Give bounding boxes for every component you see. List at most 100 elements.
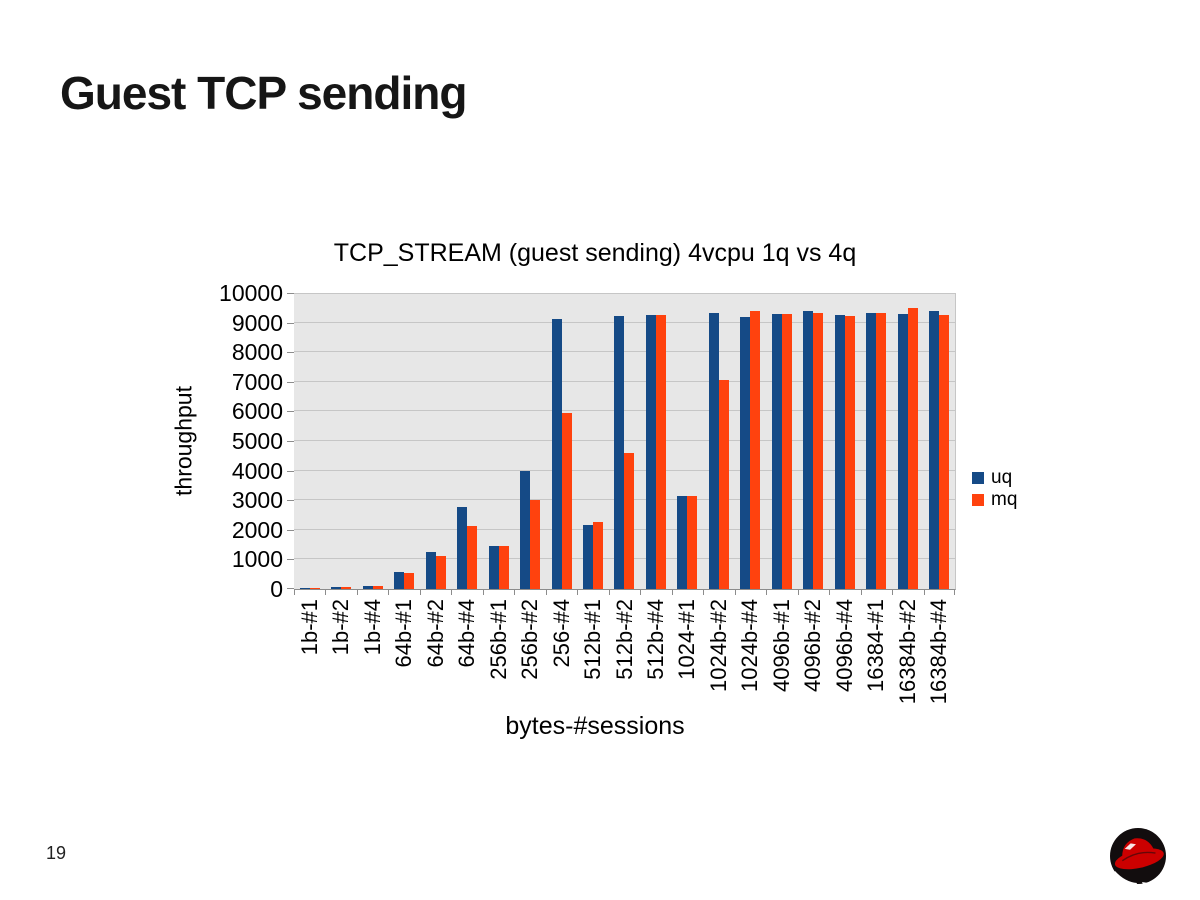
x-tick-mark-21 xyxy=(954,590,955,595)
x-tick-mark-11 xyxy=(640,590,642,595)
y-tick-mark-3000 xyxy=(287,500,294,502)
y-tick-label-0: 0 xyxy=(270,576,283,602)
bar-group-1b-#2 xyxy=(325,293,356,589)
x-tick-mark-16 xyxy=(797,590,799,595)
x-tick-label-4096b-#4: 4096b-#4 xyxy=(831,599,857,692)
bar-mq-1024b-#2 xyxy=(718,380,729,589)
bar-group-512b-#4 xyxy=(640,293,671,589)
bar-uq-64b-#2 xyxy=(425,552,436,589)
gridline-5000 xyxy=(294,440,955,441)
bar-mq-64b-#2 xyxy=(435,556,446,589)
bar-uq-256-#4 xyxy=(551,319,562,589)
bar-group-512b-#1 xyxy=(577,293,608,589)
bar-group-256b-#1 xyxy=(483,293,514,589)
bar-group-4096b-#2 xyxy=(798,293,829,589)
x-tick-label-512b-#4: 512b-#4 xyxy=(642,599,668,680)
bar-group-4096b-#4 xyxy=(829,293,860,589)
bar-mq-1b-#2 xyxy=(341,587,352,589)
x-tick-label-4096b-#1: 4096b-#1 xyxy=(768,599,794,692)
bar-mq-64b-#4 xyxy=(467,526,478,589)
x-tick-label-256-#4: 256-#4 xyxy=(548,599,574,668)
tcp-stream-bar-chart: TCP_STREAM (guest sending) 4vcpu 1q vs 4… xyxy=(160,225,1030,745)
x-tick-mark-13 xyxy=(703,590,705,595)
y-tick-label-5000: 5000 xyxy=(231,428,283,454)
x-tick-label-1b-#2: 1b-#2 xyxy=(328,599,354,656)
bar-group-1024b-#4 xyxy=(735,293,766,589)
bar-group-16384b-#4 xyxy=(924,293,955,589)
bar-mq-256b-#1 xyxy=(498,546,509,589)
bar-uq-1024-#1 xyxy=(677,496,688,589)
gridline-6000 xyxy=(294,410,955,412)
x-tick-mark-19 xyxy=(892,590,894,595)
bar-group-4096b-#1 xyxy=(766,293,797,589)
x-tick-mark-8 xyxy=(545,590,547,595)
x-tick-mark-14 xyxy=(734,590,736,595)
bar-mq-1b-#1 xyxy=(309,588,320,589)
bar-mq-512b-#2 xyxy=(624,453,635,589)
x-tick-label-16384b-#2: 16384b-#2 xyxy=(894,599,920,705)
bar-mq-1b-#4 xyxy=(372,586,383,589)
x-tick-mark-7 xyxy=(514,590,516,595)
bar-group-1b-#4 xyxy=(357,293,388,589)
y-tick-label-1000: 1000 xyxy=(231,546,283,573)
bar-group-256b-#2 xyxy=(514,293,545,589)
bar-uq-16384b-#4 xyxy=(929,311,940,589)
logo-hat xyxy=(1114,838,1164,870)
y-tick-mark-5000 xyxy=(287,441,294,442)
x-tick-mark-2 xyxy=(356,590,358,595)
bar-uq-64b-#4 xyxy=(457,507,468,589)
bar-uq-512b-#1 xyxy=(583,525,594,589)
y-tick-label-7000: 7000 xyxy=(231,368,283,395)
y-tick-mark-9000 xyxy=(287,322,294,324)
chart-title: TCP_STREAM (guest sending) 4vcpu 1q vs 4… xyxy=(333,239,857,267)
bar-mq-256-#4 xyxy=(561,413,572,589)
bar-mq-16384-#1 xyxy=(876,313,887,589)
y-tick-mark-4000 xyxy=(287,470,294,472)
x-axis-title: bytes-#sessions xyxy=(505,712,685,740)
bar-group-64b-#2 xyxy=(420,293,451,589)
x-tick-label-16384b-#4: 16384b-#4 xyxy=(926,599,952,705)
gridline-9000 xyxy=(294,321,955,323)
x-tick-mark-20 xyxy=(923,590,925,595)
x-tick-label-1024b-#4: 1024b-#4 xyxy=(737,599,763,692)
x-tick-label-1024b-#2: 1024b-#2 xyxy=(705,599,731,692)
bar-mq-64b-#1 xyxy=(404,573,415,589)
x-tick-mark-12 xyxy=(671,590,673,595)
bar-uq-256b-#1 xyxy=(488,546,499,589)
x-tick-label-64b-#2: 64b-#2 xyxy=(422,599,448,668)
plot-area xyxy=(294,293,956,590)
y-tick-label-6000: 6000 xyxy=(231,398,283,425)
x-tick-mark-15 xyxy=(766,590,768,595)
bar-uq-512b-#4 xyxy=(645,315,656,589)
bar-group-512b-#2 xyxy=(609,293,640,589)
legend-item-uq: uq xyxy=(972,467,1017,489)
y-tick-label-10000: 10000 xyxy=(219,280,283,306)
x-tick-mark-4 xyxy=(419,590,421,595)
y-tick-mark-2000 xyxy=(287,529,294,531)
bar-uq-4096b-#2 xyxy=(803,311,814,589)
bar-uq-16384b-#2 xyxy=(897,314,908,589)
bar-group-16384b-#2 xyxy=(892,293,923,589)
bar-group-1024b-#2 xyxy=(703,293,734,589)
bar-uq-4096b-#1 xyxy=(771,314,782,589)
bar-uq-1b-#4 xyxy=(362,586,373,589)
x-tick-mark-10 xyxy=(608,590,610,595)
bar-mq-512b-#1 xyxy=(593,522,604,589)
x-tick-mark-18 xyxy=(860,590,862,595)
legend-swatch-mq xyxy=(972,494,984,506)
legend-label-uq: uq xyxy=(991,467,1013,488)
bar-mq-1024-#1 xyxy=(687,496,698,589)
bar-uq-256b-#2 xyxy=(520,471,531,589)
bar-uq-4096b-#4 xyxy=(834,315,845,589)
slide-title: Guest TCP sending xyxy=(60,67,467,119)
x-tick-mark-6 xyxy=(482,590,484,595)
x-tick-label-256b-#2: 256b-#2 xyxy=(517,599,543,680)
legend-swatch-uq xyxy=(972,472,984,484)
bar-uq-1b-#1 xyxy=(299,588,310,589)
y-tick-label-8000: 8000 xyxy=(231,339,283,366)
x-tick-mark-3 xyxy=(388,590,390,595)
bar-group-64b-#4 xyxy=(451,293,482,589)
bar-mq-512b-#4 xyxy=(655,315,666,589)
logo-face-highlight xyxy=(1112,871,1137,891)
bar-mq-1024b-#4 xyxy=(750,311,761,589)
